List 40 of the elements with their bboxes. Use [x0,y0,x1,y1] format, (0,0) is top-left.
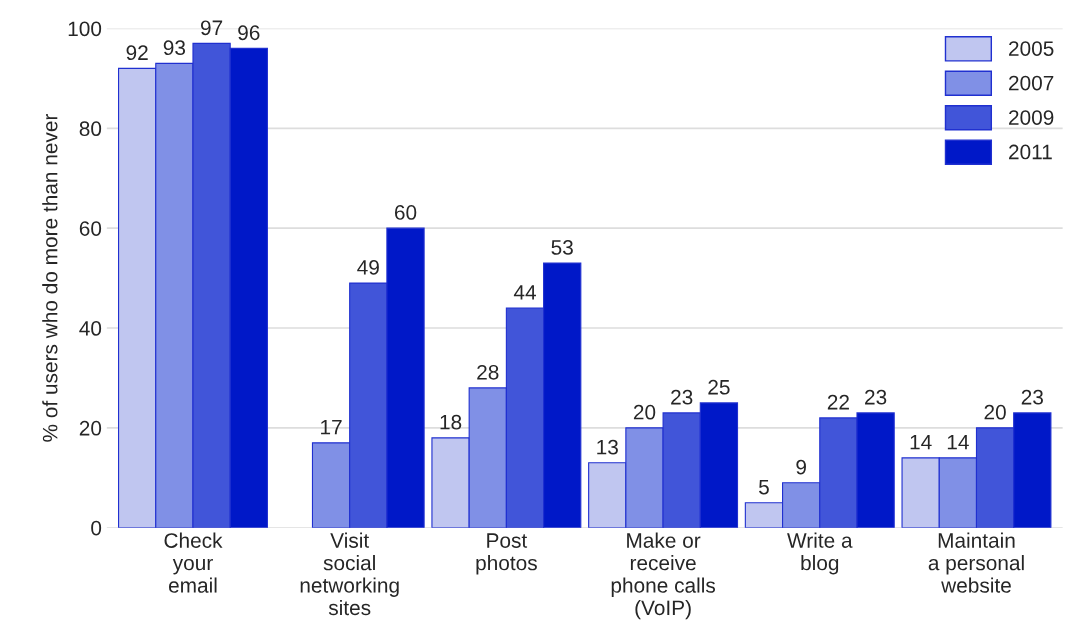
y-tick-label: 0 [91,520,102,536]
data-label: 97 [200,20,223,36]
y-axis-title: % of users who do more than never [42,113,58,442]
y-tick-label: 80 [79,121,102,137]
data-label: 13 [597,439,618,455]
data-label: 28 [477,364,499,380]
legend-label: 2011 [1009,144,1052,160]
data-label: 22 [827,394,849,410]
data-label: 14 [947,435,969,450]
data-label: 9 [796,459,806,475]
y-tick-label: 100 [68,21,102,37]
y-tick-label: 40 [79,321,102,336]
data-label: 23 [671,389,693,405]
data-label: 92 [126,45,148,61]
data-label: 49 [357,260,379,275]
data-label: 60 [394,205,417,220]
data-label: 44 [513,285,536,300]
data-label: 20 [633,404,656,420]
data-label: 93 [163,40,186,56]
data-label: 20 [984,404,1006,420]
x-tick-label: Check your email [164,532,223,593]
legend-label: 2009 [1009,110,1054,125]
x-tick-label: Maintain a personal website [928,532,1024,593]
data-label: 96 [238,25,260,41]
x-tick-label: Make or receive phone calls (VoIP) [611,532,716,620]
y-tick-label: 20 [79,420,102,436]
data-label: 25 [708,379,730,395]
data-label: 14 [910,435,932,450]
x-tick-label: Write a blog [787,532,853,575]
data-label: 5 [758,479,769,495]
legend-label: 2007 [1009,75,1054,91]
x-tick-label: Post photos [476,533,537,575]
data-label: 18 [440,414,462,430]
data-label: 23 [1021,389,1043,405]
x-tick-label: Visit social networking sites [300,532,399,616]
data-label: 23 [865,389,887,405]
y-tick-label: 60 [79,221,102,236]
data-label: 17 [321,420,342,435]
data-label: 53 [551,240,573,255]
legend-label: 2005 [1009,41,1054,56]
